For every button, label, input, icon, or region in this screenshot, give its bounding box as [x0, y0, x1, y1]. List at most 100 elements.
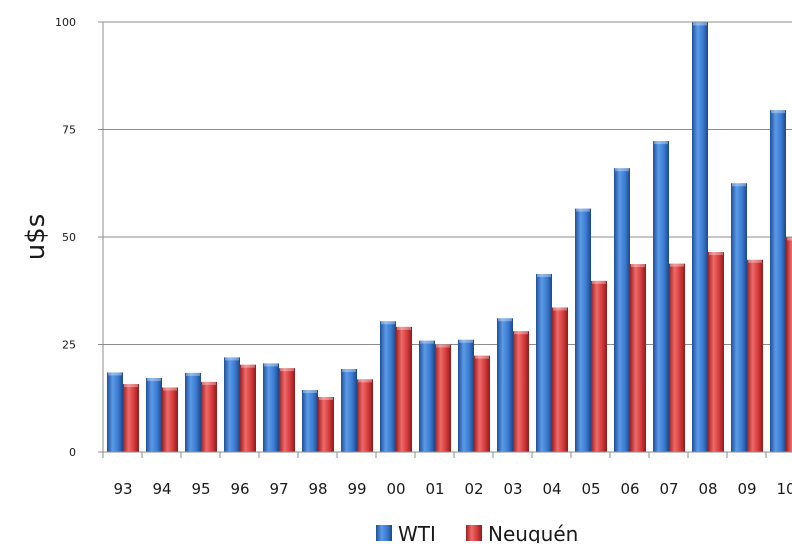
- bar-wti-10: [770, 110, 786, 453]
- bar-highlight: [787, 237, 792, 241]
- bar-highlight: [693, 22, 707, 26]
- bar-neuqu-n-99: [357, 379, 373, 452]
- bar-neuqu-n-06: [630, 264, 646, 452]
- bar-neuqu-n-04: [552, 307, 568, 452]
- bar-highlight: [241, 364, 255, 368]
- axes: 0 25 50 75 100 93 94 95 96 97 98 99 00 01 02 03 04 05 06 07…: [55, 16, 792, 498]
- bar-highlight: [732, 183, 746, 187]
- bar-wti-06: [614, 168, 630, 452]
- bar-neuqu-n-00: [396, 326, 412, 452]
- x-tick-label: 97: [269, 480, 288, 498]
- legend-swatch-wti: [376, 525, 392, 541]
- x-tick-label: 08: [698, 480, 717, 498]
- bar-wti-05: [575, 208, 591, 452]
- bar-highlight: [670, 263, 684, 267]
- bar-neuqu-n-97: [279, 368, 295, 452]
- bar-highlight: [319, 396, 333, 400]
- bar-highlight: [108, 372, 122, 376]
- bar-wti-95: [185, 372, 201, 452]
- x-tick-label: 03: [503, 480, 522, 498]
- bar-neuqu-n-93: [123, 384, 139, 452]
- bar-neuqu-n-02: [474, 355, 490, 452]
- x-tick-label: 94: [152, 480, 171, 498]
- x-tick-label: 04: [542, 480, 561, 498]
- y-tick-label: 75: [62, 124, 76, 137]
- bar-neuqu-n-07: [669, 263, 685, 452]
- bar-highlight: [225, 357, 239, 361]
- x-tick-label: 02: [464, 480, 483, 498]
- y-axis-label: u$s: [21, 214, 51, 261]
- x-tick-label: 09: [737, 480, 756, 498]
- y-tick-label: 0: [69, 446, 76, 459]
- bar-highlight: [397, 326, 411, 330]
- bar-wti-00: [380, 321, 396, 452]
- bar-highlight: [553, 307, 567, 311]
- bar-highlight: [514, 331, 528, 335]
- bar-wti-98: [302, 390, 318, 452]
- bar-highlight: [163, 387, 177, 391]
- bar-neuqu-n-05: [591, 280, 607, 452]
- bar-wti-94: [146, 378, 162, 452]
- x-tick-label: 10: [776, 480, 792, 498]
- legend-label: Neuquén: [488, 522, 578, 543]
- bar-highlight: [124, 384, 138, 388]
- bar-highlight: [709, 252, 723, 256]
- x-tick-label: 93: [113, 480, 132, 498]
- bar-highlight: [475, 355, 489, 359]
- bar-wti-07: [653, 141, 669, 453]
- bar-wti-96: [224, 357, 240, 452]
- bar-highlight: [592, 280, 606, 284]
- bar-highlight: [358, 379, 372, 383]
- bar-wti-97: [263, 363, 279, 452]
- bar-neuqu-n-01: [435, 344, 451, 452]
- bar-wti-02: [458, 339, 474, 452]
- bar-neuqu-n-94: [162, 387, 178, 452]
- bar-highlight: [459, 339, 473, 343]
- x-tick-label: 06: [620, 480, 639, 498]
- bar-highlight: [420, 340, 434, 344]
- y-tick-label: 100: [55, 16, 76, 29]
- x-tick-label: 96: [230, 480, 249, 498]
- legend-swatch-neuqu-n: [466, 525, 482, 541]
- legend: WTI Neuquén: [376, 522, 578, 546]
- bar-neuqu-n-10: [786, 237, 792, 452]
- x-tick-label: 98: [308, 480, 327, 498]
- x-tick-label: 05: [581, 480, 600, 498]
- y-tick-label: 25: [62, 339, 76, 352]
- bar-highlight: [654, 141, 668, 145]
- bar-wti-04: [536, 273, 552, 452]
- bar-highlight: [537, 273, 551, 277]
- bar-highlight: [576, 208, 590, 212]
- legend-label: WTI: [398, 522, 436, 543]
- bar-highlight: [264, 363, 278, 367]
- bar-wti-01: [419, 340, 435, 452]
- bar-wti-08: [692, 22, 708, 453]
- bar-highlight: [303, 390, 317, 394]
- bar-wti-03: [497, 318, 513, 452]
- bar-highlight: [202, 381, 216, 385]
- bars: [107, 22, 792, 453]
- x-tick-label: 01: [425, 480, 444, 498]
- bar-neuqu-n-08: [708, 252, 724, 452]
- bar-highlight: [342, 369, 356, 373]
- bar-neuqu-n-96: [240, 364, 256, 452]
- bar-highlight: [436, 344, 450, 348]
- y-tick-label: 50: [62, 231, 76, 244]
- bar-wti-99: [341, 369, 357, 452]
- bar-highlight: [280, 368, 294, 372]
- bar-neuqu-n-98: [318, 396, 334, 452]
- bar-highlight: [748, 259, 762, 263]
- bar-highlight: [615, 168, 629, 172]
- bar-wti-93: [107, 372, 123, 452]
- bar-highlight: [771, 110, 785, 114]
- x-tick-label: 99: [347, 480, 366, 498]
- x-tick-label: 95: [191, 480, 210, 498]
- bar-highlight: [498, 318, 512, 322]
- bar-wti-09: [731, 183, 747, 452]
- bar-highlight: [631, 264, 645, 268]
- bar-neuqu-n-03: [513, 331, 529, 452]
- bar-highlight: [186, 372, 200, 376]
- x-tick-label: 07: [659, 480, 678, 498]
